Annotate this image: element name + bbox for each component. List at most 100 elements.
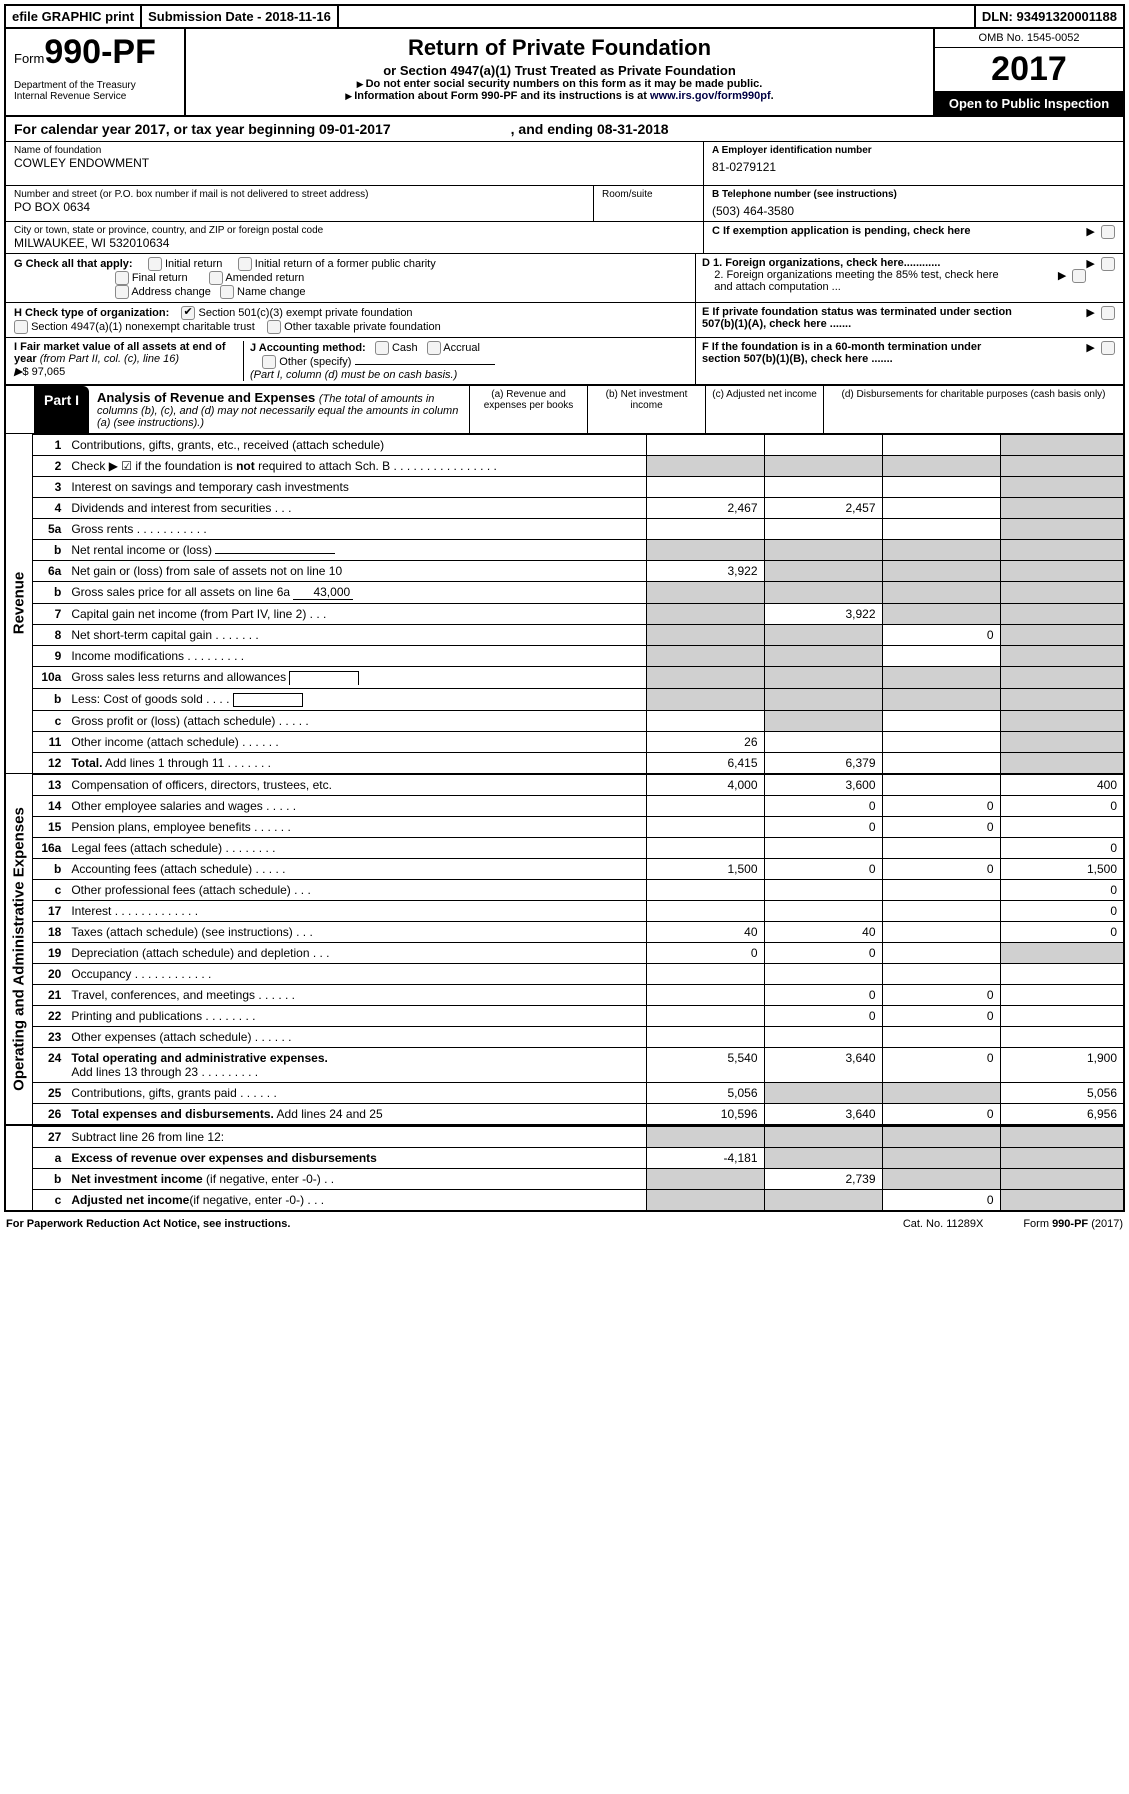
fmv-amount: $ 97,065 xyxy=(22,366,65,378)
cb-f[interactable] xyxy=(1101,341,1115,355)
note-info: Information about Form 990-PF and its in… xyxy=(192,90,927,102)
cb-final[interactable] xyxy=(115,271,129,285)
table-row: 5aGross rents . . . . . . . . . . . xyxy=(33,519,1123,540)
col-c: (c) Adjusted net income xyxy=(705,386,823,433)
cb-name[interactable] xyxy=(220,285,234,299)
cb-address[interactable] xyxy=(115,285,129,299)
submission-date: Submission Date - 2018-11-16 xyxy=(142,6,339,27)
col-a: (a) Revenue and expenses per books xyxy=(469,386,587,433)
form-number: Form990-PF xyxy=(14,33,176,72)
cb-d2[interactable] xyxy=(1072,269,1086,283)
expenses-label: Operating and Administrative Expenses xyxy=(6,774,33,1124)
cb-accrual[interactable] xyxy=(427,341,441,355)
city-state-zip: City or town, state or province, country… xyxy=(6,222,703,253)
table-row: bNet rental income or (loss) xyxy=(33,540,1123,561)
table-row: 1Contributions, gifts, grants, etc., rec… xyxy=(33,435,1123,456)
cb-cash[interactable] xyxy=(375,341,389,355)
section-g-d: G Check all that apply: Initial return I… xyxy=(6,254,1123,303)
table-row: 22Printing and publications . . . . . . … xyxy=(33,1005,1123,1026)
cb-amended[interactable] xyxy=(209,271,223,285)
omb-number: OMB No. 1545-0052 xyxy=(935,29,1123,48)
cat-no: Cat. No. 11289X xyxy=(903,1218,984,1230)
table-row: 6aNet gain or (loss) from sale of assets… xyxy=(33,561,1123,582)
table-row: 8Net short-term capital gain . . . . . .… xyxy=(33,625,1123,646)
tax-year: 2017 xyxy=(935,48,1123,92)
table-row: 18Taxes (attach schedule) (see instructi… xyxy=(33,921,1123,942)
table-row: 4Dividends and interest from securities … xyxy=(33,498,1123,519)
expenses-table: 13Compensation of officers, directors, t… xyxy=(33,774,1123,1124)
dept: Department of the Treasury xyxy=(14,80,176,91)
e-label: E If private foundation status was termi… xyxy=(702,306,1022,330)
form-container: efile GRAPHIC print Submission Date - 20… xyxy=(4,4,1125,1212)
table-row: bAccounting fees (attach schedule) . . .… xyxy=(33,858,1123,879)
topbar: efile GRAPHIC print Submission Date - 20… xyxy=(6,6,1123,29)
table-row: bLess: Cost of goods sold . . . . xyxy=(33,688,1123,710)
section-c: C If exemption application is pending, c… xyxy=(704,222,1123,240)
form-ref: Form 990-PF (2017) xyxy=(1023,1218,1123,1230)
part1-title: Analysis of Revenue and Expenses (The to… xyxy=(89,386,469,433)
table-row: cAdjusted net income(if negative, enter … xyxy=(33,1189,1123,1210)
telephone: B Telephone number (see instructions)(50… xyxy=(704,186,1123,221)
bottom-spacer xyxy=(6,1126,33,1210)
table-row: 25Contributions, gifts, grants paid . . … xyxy=(33,1082,1123,1103)
table-row: 3Interest on savings and temporary cash … xyxy=(33,477,1123,498)
checkbox-c[interactable] xyxy=(1101,225,1115,239)
address: Number and street (or P.O. box number if… xyxy=(6,186,593,221)
table-row: 12Total. Add lines 1 through 11 . . . . … xyxy=(33,752,1123,773)
cb-d1[interactable] xyxy=(1101,257,1115,271)
part1-header: Part I Analysis of Revenue and Expenses … xyxy=(6,386,1123,434)
table-row: bNet investment income (if negative, ent… xyxy=(33,1168,1123,1189)
cb-e[interactable] xyxy=(1101,306,1115,320)
table-row: aExcess of revenue over expenses and dis… xyxy=(33,1147,1123,1168)
irs-link[interactable]: www.irs.gov/form990pf xyxy=(650,90,771,102)
cb-501c3[interactable] xyxy=(181,306,195,320)
j-label: J Accounting method: xyxy=(250,342,366,354)
irs: Internal Revenue Service xyxy=(14,91,176,102)
table-row: 13Compensation of officers, directors, t… xyxy=(33,774,1123,795)
paperwork-notice: For Paperwork Reduction Act Notice, see … xyxy=(6,1218,290,1230)
note-ssn: Do not enter social security numbers on … xyxy=(192,78,927,90)
revenue-section: Revenue 1Contributions, gifts, grants, e… xyxy=(6,434,1123,774)
cb-initial-former[interactable] xyxy=(238,257,252,271)
table-row: 26Total expenses and disbursements. Add … xyxy=(33,1103,1123,1124)
dln: DLN: 93491320001188 xyxy=(974,6,1123,27)
bottom-table: 27Subtract line 26 from line 12:aExcess … xyxy=(33,1126,1123,1210)
efile-print: efile GRAPHIC print xyxy=(6,6,142,27)
room-suite: Room/suite xyxy=(593,186,703,221)
table-row: 14Other employee salaries and wages . . … xyxy=(33,795,1123,816)
foundation-name: Name of foundationCOWLEY ENDOWMENT xyxy=(6,142,703,185)
table-row: cGross profit or (loss) (attach schedule… xyxy=(33,710,1123,731)
col-b: (b) Net investment income xyxy=(587,386,705,433)
info-block-1: Name of foundationCOWLEY ENDOWMENT A Emp… xyxy=(6,142,1123,186)
part1-tag: Part I xyxy=(34,386,89,433)
section-ijf: I Fair market value of all assets at end… xyxy=(6,338,1123,386)
section-h-e: H Check type of organization: Section 50… xyxy=(6,303,1123,338)
j-note: (Part I, column (d) must be on cash basi… xyxy=(250,369,457,381)
info-block-3: City or town, state or province, country… xyxy=(6,222,1123,254)
table-row: 23Other expenses (attach schedule) . . .… xyxy=(33,1026,1123,1047)
cb-initial[interactable] xyxy=(148,257,162,271)
table-row: 17Interest . . . . . . . . . . . . .0 xyxy=(33,900,1123,921)
bottom-section: 27Subtract line 26 from line 12:aExcess … xyxy=(6,1126,1123,1210)
footer: For Paperwork Reduction Act Notice, see … xyxy=(0,1216,1129,1232)
table-row: 10aGross sales less returns and allowanc… xyxy=(33,667,1123,689)
table-row: cOther professional fees (attach schedul… xyxy=(33,879,1123,900)
table-row: 27Subtract line 26 from line 12: xyxy=(33,1126,1123,1147)
f-label: F If the foundation is in a 60-month ter… xyxy=(702,341,1022,365)
form-title: Return of Private Foundation xyxy=(192,35,927,61)
g-label: G Check all that apply: xyxy=(14,258,133,270)
cb-other[interactable] xyxy=(262,355,276,369)
calendar-year: For calendar year 2017, or tax year begi… xyxy=(6,117,1123,142)
revenue-label: Revenue xyxy=(6,434,33,773)
cb-other-tax[interactable] xyxy=(267,320,281,334)
ein: A Employer identification number81-02791… xyxy=(704,142,1123,177)
revenue-table: 1Contributions, gifts, grants, etc., rec… xyxy=(33,434,1123,773)
info-block-2: Number and street (or P.O. box number if… xyxy=(6,186,1123,222)
table-row: bGross sales price for all assets on lin… xyxy=(33,582,1123,604)
table-row: 2Check ▶ ☑ if the foundation is not requ… xyxy=(33,456,1123,477)
col-d: (d) Disbursements for charitable purpose… xyxy=(823,386,1123,433)
form-subtitle: or Section 4947(a)(1) Trust Treated as P… xyxy=(192,63,927,78)
cb-4947[interactable] xyxy=(14,320,28,334)
expenses-section: Operating and Administrative Expenses 13… xyxy=(6,774,1123,1126)
table-row: 9Income modifications . . . . . . . . . xyxy=(33,646,1123,667)
